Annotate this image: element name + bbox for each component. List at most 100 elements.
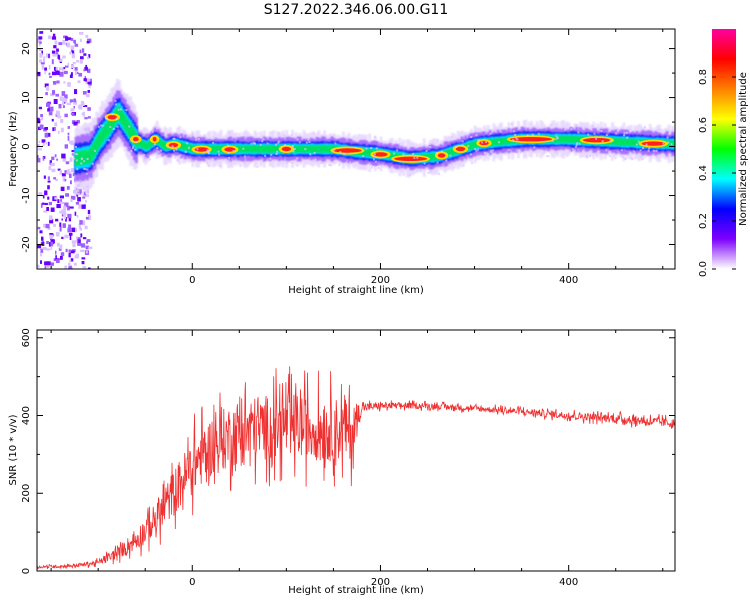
halo-speckle — [259, 143, 262, 146]
noise-speckle — [86, 239, 91, 242]
halo-speckle — [495, 130, 498, 133]
halo-speckle — [112, 127, 115, 130]
halo-speckle — [392, 152, 395, 155]
noise-speckle — [73, 189, 77, 194]
noise-speckle — [61, 173, 66, 177]
halo-speckle — [477, 138, 480, 141]
halo-speckle — [132, 145, 135, 148]
halo-speckle — [100, 124, 103, 127]
noise-speckle — [40, 203, 43, 208]
ridge-cell — [317, 145, 321, 153]
noise-speckle — [37, 158, 41, 163]
halo-speckle — [608, 155, 611, 157]
noise-speckle — [54, 66, 58, 72]
noise-speckle — [64, 214, 66, 220]
noise-speckle — [54, 127, 56, 131]
halo-speckle — [72, 152, 75, 155]
halo-speckle — [243, 161, 246, 164]
halo-speckle — [86, 168, 89, 171]
noise-speckle — [44, 265, 47, 269]
noise-speckle — [70, 112, 75, 115]
ridge-core-red — [582, 138, 612, 143]
ridge-cell — [244, 145, 247, 153]
halo-speckle — [273, 159, 276, 162]
noise-speckle — [52, 33, 56, 39]
ridge-cell — [560, 135, 564, 143]
noise-speckle — [61, 68, 64, 72]
halo-speckle — [191, 132, 194, 135]
noise-speckle — [56, 242, 60, 247]
halo-speckle — [131, 147, 134, 150]
ridge-core-red — [333, 148, 362, 153]
halo-speckle — [262, 138, 265, 141]
ridge-cell — [326, 145, 330, 153]
ridge-cell — [319, 145, 323, 153]
ridge-core-red — [373, 152, 388, 157]
noise-speckle — [82, 91, 87, 95]
halo-speckle — [135, 140, 138, 143]
halo-speckle — [212, 141, 215, 144]
noise-speckle — [62, 40, 66, 45]
halo-speckle — [283, 134, 286, 137]
ridge-cell — [494, 138, 498, 146]
noise-speckle — [85, 81, 90, 85]
halo-speckle — [373, 153, 376, 156]
noise-speckle — [67, 82, 70, 85]
noise-speckle — [42, 139, 46, 142]
noise-speckle — [68, 249, 71, 255]
ridge-cell — [614, 138, 618, 146]
halo-speckle — [578, 142, 581, 145]
ridge-cell — [89, 147, 93, 162]
ridge-cell — [569, 135, 573, 143]
noise-speckle — [64, 265, 67, 269]
noise-speckle — [38, 106, 42, 110]
noise-speckle — [68, 253, 71, 258]
halo-speckle — [218, 165, 221, 167]
ridge-cell — [245, 145, 249, 153]
noise-speckle — [74, 41, 76, 44]
ridge-cell — [366, 149, 370, 157]
ridge-cell — [144, 142, 148, 150]
noise-speckle — [44, 69, 46, 75]
halo-speckle — [575, 144, 578, 147]
ridge-cell — [157, 138, 161, 145]
halo-speckle — [574, 145, 577, 148]
halo-speckle — [83, 167, 86, 170]
spectrogram-xtick-label: 200 — [371, 275, 390, 286]
ridge-cell — [309, 145, 313, 153]
ridge-cell — [556, 136, 560, 143]
halo-speckle — [591, 125, 594, 127]
noise-speckle — [84, 75, 86, 79]
noise-speckle — [71, 227, 76, 233]
noise-speckle — [83, 191, 86, 196]
ridge-cell — [180, 142, 183, 149]
halo-speckle — [275, 143, 277, 146]
halo-speckle — [203, 134, 206, 136]
spectrogram-xtick-label: 0 — [189, 275, 195, 286]
noise-speckle — [41, 64, 45, 70]
halo-speckle — [644, 126, 646, 129]
halo-speckle — [470, 136, 473, 138]
halo-speckle — [413, 156, 416, 159]
halo-speckle — [270, 153, 273, 156]
ridge-cell — [261, 145, 264, 153]
halo-speckle — [423, 144, 426, 147]
noise-speckle — [50, 207, 55, 212]
noise-speckle — [69, 99, 74, 103]
halo-speckle — [531, 133, 534, 136]
halo-speckle — [555, 151, 558, 154]
halo-speckle — [291, 162, 294, 164]
noise-speckle — [60, 252, 65, 256]
noise-speckle — [40, 260, 42, 264]
ridge-cell — [362, 149, 366, 156]
ridge-cell — [324, 145, 328, 153]
noise-speckle — [71, 240, 77, 244]
ridge-cell — [106, 121, 110, 135]
snr-xtick-label: 0 — [189, 577, 195, 588]
noise-speckle — [42, 59, 45, 64]
ridge-cell — [473, 140, 477, 148]
halo-speckle — [485, 141, 488, 143]
noise-speckle — [82, 196, 86, 199]
halo-speckle — [637, 140, 640, 143]
noise-speckle — [54, 154, 57, 158]
